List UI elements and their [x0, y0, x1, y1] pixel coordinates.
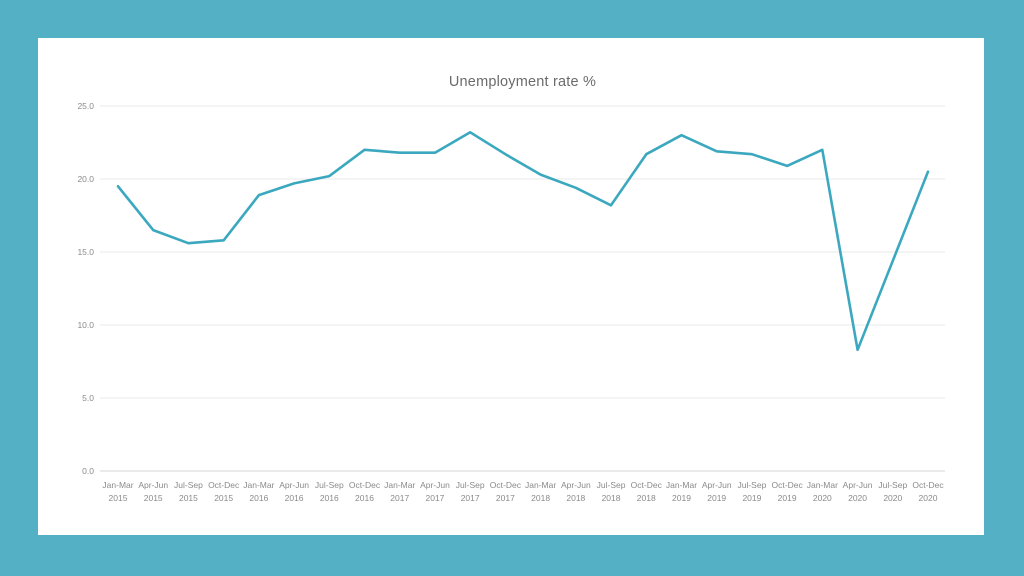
y-tick-label: 20.0: [77, 174, 94, 184]
x-tick-label-quarter: Jul-Sep: [456, 480, 485, 490]
x-tick-label-quarter: Jul-Sep: [737, 480, 766, 490]
x-tick-label-quarter: Oct-Dec: [772, 480, 804, 490]
chart-panel: Unemployment rate % 0.0 5.0 10.0 15.0 20.0 25…: [38, 38, 984, 535]
x-tick-label-quarter: Apr-Jun: [561, 480, 591, 490]
y-tick-label: 5.0: [82, 393, 94, 403]
x-tick-label-year: 2018: [637, 493, 656, 503]
line-chart-plot-area: 0.0 5.0 10.0 15.0 20.0 25.0 Jan-Mar 2015 Apr-Jun…: [77, 101, 945, 503]
x-tick-label-year: 2015: [179, 493, 198, 503]
x-tick-label-quarter: Apr-Jun: [279, 480, 309, 490]
x-tick-label-quarter: Jan-Mar: [384, 480, 415, 490]
x-tick-label-year: 2015: [109, 493, 128, 503]
x-tick-label-quarter: Apr-Jun: [138, 480, 168, 490]
y-tick-label: 15.0: [77, 247, 94, 257]
x-tick-label-quarter: Oct-Dec: [208, 480, 240, 490]
x-tick-label-year: 2015: [144, 493, 163, 503]
x-tick-label-quarter: Jul-Sep: [174, 480, 203, 490]
x-tick-label-year: 2020: [919, 493, 938, 503]
x-tick-label-quarter: Jan-Mar: [102, 480, 133, 490]
x-tick-label-quarter: Oct-Dec: [631, 480, 663, 490]
x-tick-label-year: 2018: [602, 493, 621, 503]
x-tick-label-year: 2019: [778, 493, 797, 503]
x-tick-label-year: 2018: [566, 493, 585, 503]
x-tick-label-year: 2019: [742, 493, 761, 503]
x-tick-label-year: 2016: [285, 493, 304, 503]
y-tick-label: 0.0: [82, 466, 94, 476]
y-tick-label: 25.0: [77, 101, 94, 111]
x-tick-label-quarter: Oct-Dec: [349, 480, 381, 490]
chart-title: Unemployment rate %: [448, 74, 597, 90]
x-tick-label-year: 2015: [214, 493, 233, 503]
x-tick-label-quarter: Apr-Jun: [420, 480, 450, 490]
x-tick-label-year: 2020: [848, 493, 867, 503]
x-tick-label-year: 2019: [707, 493, 726, 503]
x-tick-label-year: 2017: [425, 493, 444, 503]
x-tick-label-year: 2016: [355, 493, 374, 503]
x-tick-label-year: 2018: [531, 493, 550, 503]
x-tick-label-year: 2020: [813, 493, 832, 503]
y-tick-label: 10.0: [77, 320, 94, 330]
x-tick-label-year: 2016: [320, 493, 339, 503]
x-tick-label-quarter: Oct-Dec: [490, 480, 522, 490]
x-tick-label-year: 2017: [390, 493, 409, 503]
x-tick-label-quarter: Apr-Jun: [843, 480, 873, 490]
x-tick-label-quarter: Jan-Mar: [807, 480, 838, 490]
x-tick-label-quarter: Oct-Dec: [912, 480, 944, 490]
x-tick-label-quarter: Jul-Sep: [315, 480, 344, 490]
x-tick-label-quarter: Jan-Mar: [666, 480, 697, 490]
x-tick-label-quarter: Jan-Mar: [525, 480, 556, 490]
x-tick-label-year: 2017: [496, 493, 515, 503]
x-tick-label-quarter: Jul-Sep: [597, 480, 626, 490]
x-tick-label-quarter: Apr-Jun: [702, 480, 732, 490]
x-tick-label-year: 2020: [883, 493, 902, 503]
x-tick-label-quarter: Jan-Mar: [243, 480, 274, 490]
unemployment-rate-series-line: [116, 131, 930, 352]
x-tick-label-quarter: Jul-Sep: [878, 480, 907, 490]
x-tick-label-year: 2017: [461, 493, 480, 503]
x-tick-label-year: 2019: [672, 493, 691, 503]
x-tick-label-year: 2016: [249, 493, 268, 503]
